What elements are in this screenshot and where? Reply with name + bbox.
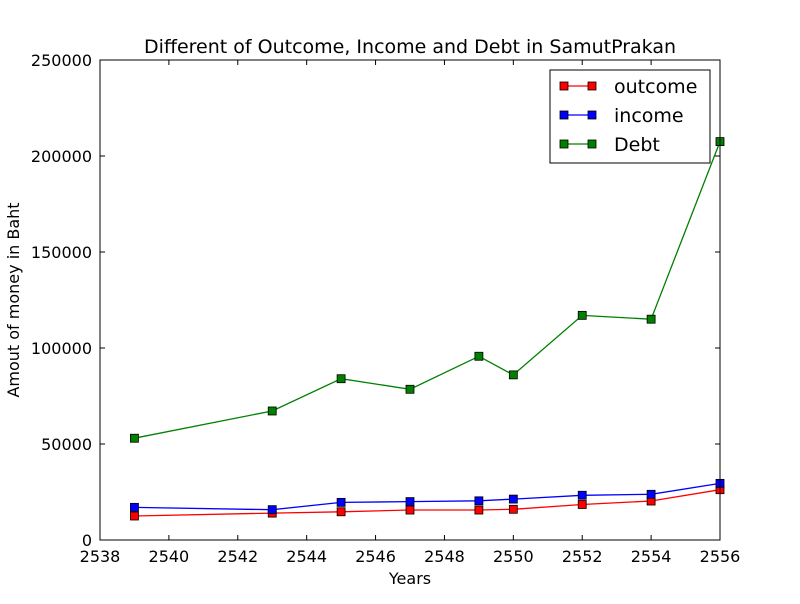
- x-tick-label: 2542: [217, 547, 258, 566]
- plot-area: 2538 2540 2542 2544 2546 2548 2550 2552 2554 2556…: [31, 51, 740, 566]
- y-tick-label: 250000: [31, 51, 92, 70]
- legend-marker-outcome: [559, 81, 569, 91]
- y-tick-label: 200000: [31, 147, 92, 166]
- legend: outcome income Debt: [549, 69, 711, 164]
- x-tick-label: 2538: [80, 547, 121, 566]
- x-tick-label: 2544: [286, 547, 327, 566]
- y-tick-label: 50000: [41, 435, 92, 454]
- data-point-income: [130, 502, 139, 512]
- legend-marker-income: [559, 110, 569, 120]
- x-tick-label: 2548: [424, 547, 465, 566]
- x-tick-label: 2552: [562, 547, 603, 566]
- legend-marker-debt: [559, 139, 569, 149]
- legend-label-debt: Debt: [614, 134, 660, 156]
- data-point-debt: [405, 384, 415, 394]
- y-tick-label: 0: [82, 531, 92, 550]
- data-point-income: [336, 497, 346, 507]
- data-point-debt: [577, 310, 587, 320]
- data-point-debt: [267, 406, 277, 416]
- data-point-debt: [130, 433, 139, 443]
- legend-marker-debt: [587, 139, 597, 149]
- data-point-debt: [508, 370, 518, 380]
- x-tick-label: 2540: [149, 547, 190, 566]
- data-point-income: [646, 489, 656, 499]
- legend-marker-outcome: [587, 81, 597, 91]
- legend-marker-income: [587, 110, 597, 120]
- x-tick-label: 2556: [700, 547, 741, 566]
- data-point-income: [405, 497, 415, 507]
- data-point-debt: [336, 374, 346, 384]
- data-point-debt: [474, 351, 484, 361]
- data-point-income: [267, 505, 277, 515]
- data-point-debt: [646, 314, 656, 324]
- data-point-income: [474, 496, 484, 506]
- legend-label-outcome: outcome: [614, 76, 697, 98]
- data-point-outcome: [508, 504, 518, 514]
- data-point-outcome: [405, 505, 415, 515]
- chart-title: Different of Outcome, Income and Debt in…: [144, 36, 676, 58]
- y-axis-label: Amout of money in Baht: [4, 202, 23, 397]
- y-tick-label: 100000: [31, 339, 92, 358]
- x-tick-label: 2550: [493, 547, 534, 566]
- plot-frame: [99, 59, 721, 541]
- x-tick-label: 2554: [631, 547, 672, 566]
- data-point-outcome: [577, 500, 587, 509]
- legend-label-income: income: [614, 105, 684, 127]
- data-point-outcome: [336, 507, 346, 517]
- y-tick-label: 150000: [31, 243, 92, 262]
- data-point-income: [508, 494, 518, 504]
- x-axis-label: Years: [388, 569, 431, 588]
- data-point-outcome: [474, 505, 484, 515]
- data-point-outcome: [130, 511, 139, 521]
- x-tick-label: 2546: [355, 547, 396, 566]
- data-point-income: [577, 490, 587, 500]
